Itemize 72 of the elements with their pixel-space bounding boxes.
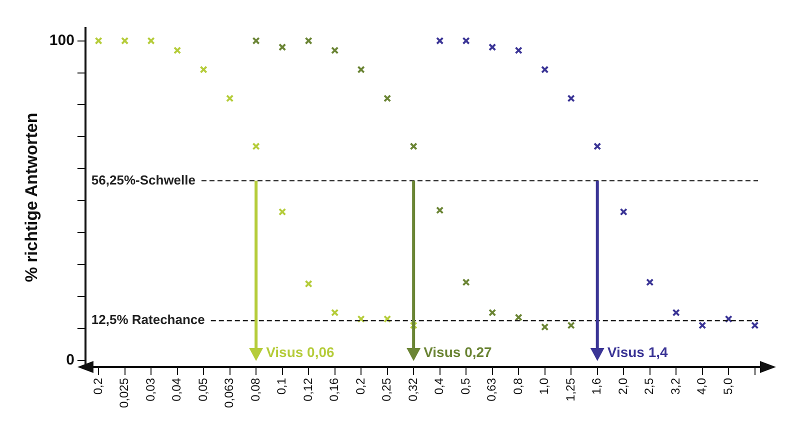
point: [488, 308, 496, 316]
y-tick-label: 100: [49, 32, 74, 49]
point: [304, 36, 312, 45]
x-tick-label: 0,5: [458, 378, 472, 395]
point: [331, 46, 339, 54]
x-tick-label: 0,16: [327, 378, 342, 402]
point: [278, 208, 286, 216]
point: [488, 43, 496, 52]
point: [514, 314, 522, 322]
point: [594, 142, 602, 150]
x-tick-label: 0,4: [432, 378, 446, 395]
x-tick-label: 0,32: [406, 378, 420, 402]
point: [567, 322, 575, 330]
y-tick-label: 0: [66, 352, 74, 369]
ref-line-label: 12,5% Ratechance: [91, 312, 205, 328]
x-tick-label: 0,25: [380, 378, 394, 402]
point: [698, 322, 706, 330]
annotation: Visus 0,27: [424, 344, 492, 360]
point: [410, 322, 418, 330]
point: [384, 315, 392, 323]
x-tick-label: 0,08: [248, 378, 262, 402]
ref-line-label: 56,25%-Schwelle: [91, 172, 196, 188]
x-tick-label: 0,04: [170, 378, 184, 402]
x-tick-label: 5,0: [720, 378, 735, 395]
point: [410, 142, 418, 150]
point: [672, 308, 680, 316]
x-tick-label: 1,6: [590, 378, 604, 395]
x-tick-label: 0,8: [510, 378, 525, 395]
point: [384, 94, 392, 102]
point: [620, 208, 628, 216]
point: [304, 280, 312, 288]
x-tick-label: 1,25: [563, 378, 578, 402]
x-tick-label: 1,0: [537, 378, 552, 395]
x-tick-label: 0,63: [484, 378, 499, 402]
x-tick-label: 3,2: [668, 378, 682, 395]
point: [646, 278, 654, 286]
y-axis-title: % richtige Antworten: [22, 112, 41, 282]
point: [724, 315, 732, 323]
point: [462, 278, 470, 286]
x-tick-label: 0,12: [300, 378, 315, 402]
annotation: Visus 1,4: [607, 344, 668, 360]
point: [331, 308, 339, 316]
point: [94, 36, 102, 45]
point: [751, 322, 759, 330]
x-tick-label: 0,2: [353, 378, 368, 395]
point: [120, 36, 129, 45]
point: [567, 94, 575, 102]
x-tick-label: 0,063: [222, 378, 236, 408]
point: [541, 66, 549, 74]
x-tick-label: 2,5: [642, 378, 656, 395]
point: [200, 66, 208, 74]
x-tick-label: 0,025: [117, 378, 132, 408]
point: [357, 66, 365, 74]
x-tick-label: 0,05: [196, 378, 210, 402]
point: [541, 323, 549, 331]
point: [173, 46, 182, 54]
point: [147, 36, 155, 45]
x-tick-label: 0,1: [274, 378, 289, 395]
annotation: Visus 0,06: [266, 344, 335, 360]
x-tick-label: 0,03: [143, 378, 158, 402]
point: [514, 46, 522, 54]
point: [462, 36, 470, 45]
x-tick-label: 0,2: [90, 378, 105, 395]
point: [436, 36, 444, 45]
point: [252, 36, 260, 45]
point: [436, 206, 444, 214]
point: [278, 43, 286, 52]
point: [252, 142, 260, 150]
x-tick-label: 4,0: [694, 378, 709, 395]
x-tick-label: 2,0: [616, 378, 630, 395]
point: [357, 315, 365, 323]
point: [226, 94, 234, 102]
